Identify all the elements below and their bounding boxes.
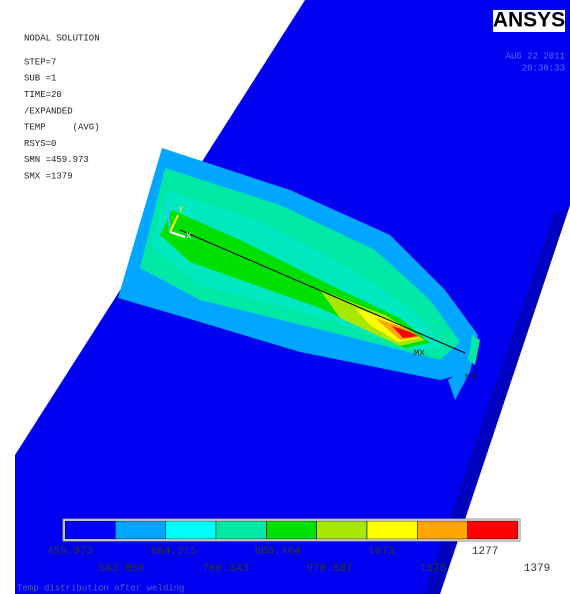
legend-swatch — [366, 520, 418, 540]
logo-box — [493, 10, 565, 32]
legend-label: 970.587 — [306, 563, 352, 575]
time: 20:30:33 — [522, 63, 565, 73]
legend-label: 562.056 — [99, 563, 145, 575]
info-line: SMN =459.973 — [24, 155, 89, 165]
axis-y — [169, 214, 179, 233]
info-line: NODAL SOLUTION — [24, 33, 100, 43]
legend-label: 1073 — [368, 546, 394, 558]
legend-label: 1379 — [524, 563, 550, 575]
info-line: RSYS=0 — [24, 139, 56, 149]
min-marker: MN — [465, 372, 476, 382]
axis-z — [167, 209, 171, 233]
info-block: NODAL SOLUTION STEP=7 SUB =1 TIME=20/EXPAND… — [24, 33, 100, 181]
legend-label: 766.343 — [203, 563, 249, 575]
date: AUG 22 2011 — [506, 51, 565, 61]
contour — [448, 372, 470, 400]
legend: 459.973 562.056 664.215 766.343 868.464 970.5… — [47, 518, 550, 575]
info-line: TEMP (AVG) — [24, 123, 100, 133]
legend-swatch — [417, 520, 468, 540]
caption: Temp distribution after welding — [17, 583, 184, 593]
plate-side — [425, 205, 570, 594]
info-line: SMX =1379 — [24, 171, 73, 181]
contours — [118, 148, 480, 400]
contour — [392, 326, 418, 338]
legend-label: 1277 — [472, 546, 498, 558]
info-line: STEP=7 — [24, 57, 56, 67]
info-line: SUB =1 — [24, 74, 56, 84]
contour — [468, 335, 480, 365]
max-marker: MX — [414, 348, 425, 358]
axis-label: Y — [178, 205, 184, 215]
legend-label: 1175 — [420, 563, 446, 575]
legend-swatch — [467, 520, 519, 540]
weld-path — [179, 229, 466, 354]
info-line: TIME=20 — [24, 90, 62, 100]
axis-label: X — [186, 231, 192, 241]
legend-swatch — [115, 520, 166, 540]
legend-label: 868.464 — [254, 546, 301, 558]
legend-label: 459.973 — [47, 546, 93, 558]
legend-swatch — [215, 520, 267, 540]
logo: ANSYS — [493, 9, 565, 32]
legend-swatch — [266, 520, 317, 540]
legend-swatch — [165, 520, 217, 540]
legend-swatch — [64, 520, 116, 540]
axis-label: Z — [165, 199, 171, 209]
info-line: /EXPANDED — [24, 106, 73, 116]
axis-x — [169, 231, 186, 238]
legend-label: 664.215 — [151, 546, 197, 558]
legend-swatch — [316, 520, 368, 540]
